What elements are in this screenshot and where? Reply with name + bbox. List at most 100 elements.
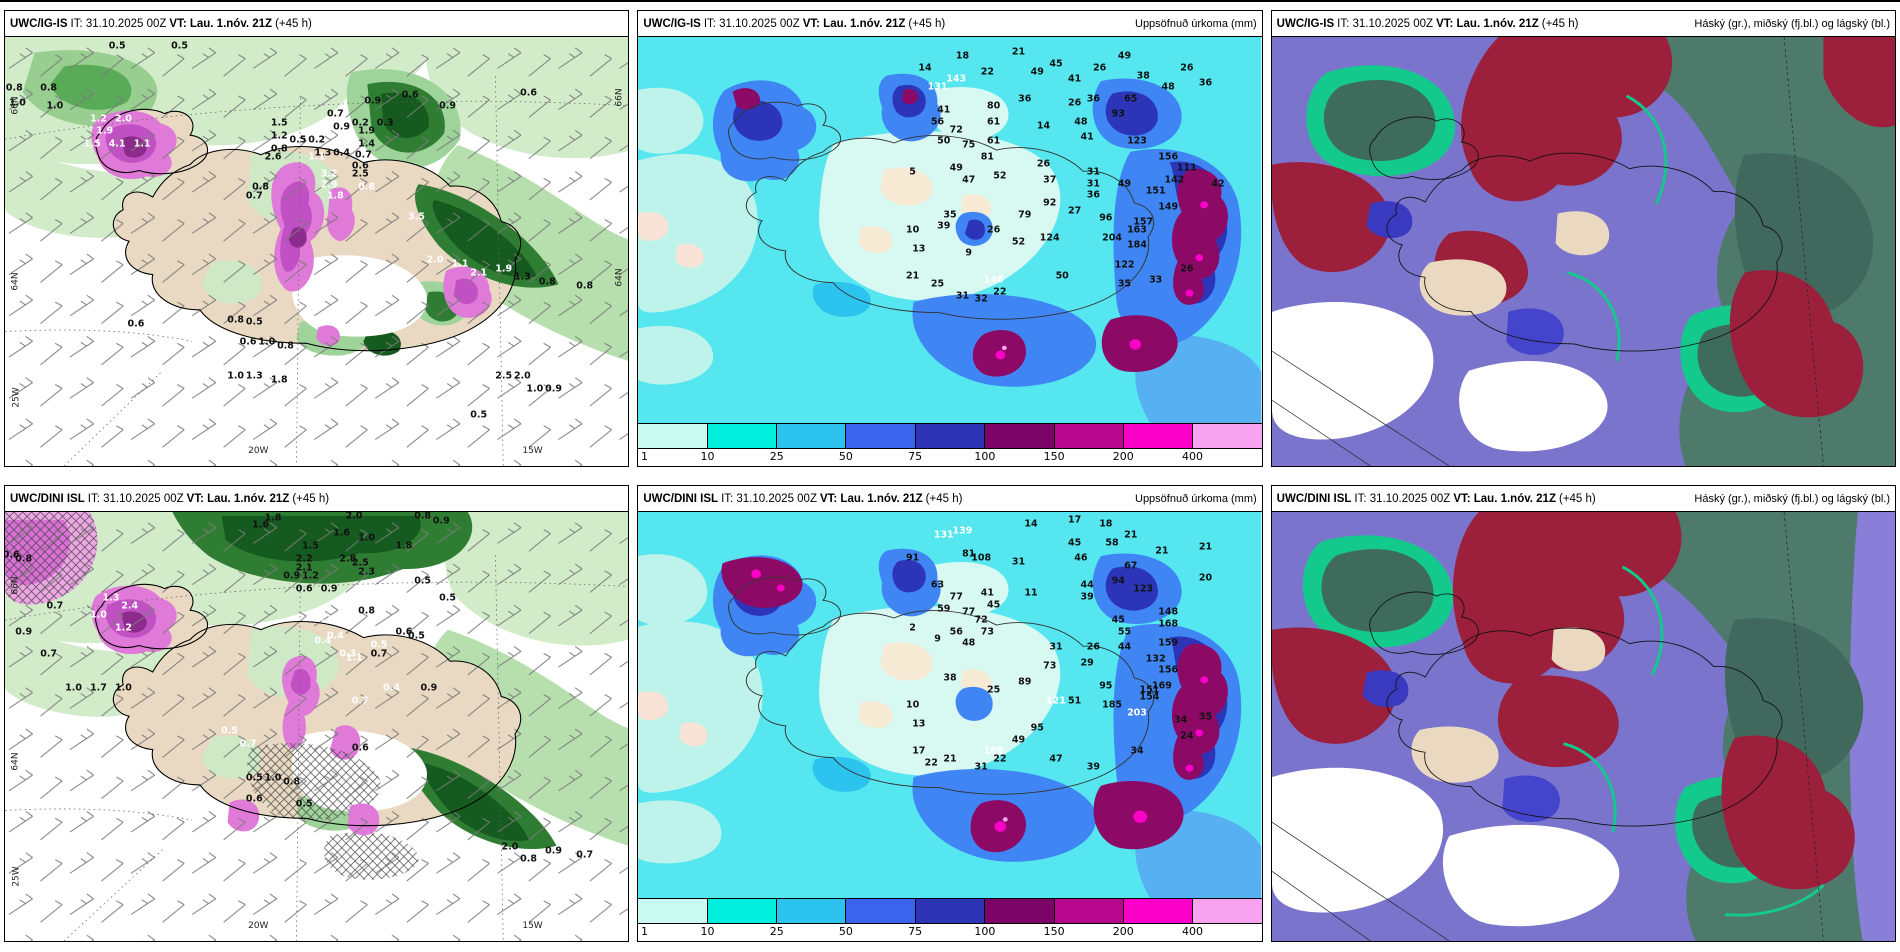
colorbar-tick: 50: [838, 925, 853, 938]
colorbar-segment: [1193, 899, 1262, 923]
panel-header: UWC/DINI ISL IT: 31.10.2025 00Z VT: Lau. 1…: [638, 486, 1262, 512]
panel-header: UWC/DINI ISL IT: 31.10.2025 00Z VT: Lau. 1…: [1271, 486, 1895, 512]
colorbar-tick: 50: [838, 450, 853, 463]
colorbar-tick: 25: [769, 450, 784, 463]
colorbar-tick: 1: [641, 450, 649, 463]
colorbar-segment: [777, 424, 847, 448]
colorbar-segment: [985, 424, 1055, 448]
panel-r2c3-clouds: UWC/DINI ISL IT: 31.10.2025 00Z VT: Lau. 1…: [1266, 477, 1900, 952]
model-name: UWC/IG-IS: [643, 17, 701, 30]
lead-time: (+45 h): [1541, 17, 1579, 30]
field-title: Háský (gr.), miðský (fj.bl.) og lágský (…: [1694, 17, 1890, 30]
colorbar-segment: [846, 424, 916, 448]
colorbar-segment: [846, 899, 916, 923]
panel-r1c3-clouds: UWC/IG-IS IT: 31.10.2025 00Z VT: Lau. 1.nó…: [1266, 2, 1900, 477]
field-title: Háský (gr.), miðský (fj.bl.) og lágský (…: [1694, 492, 1890, 505]
init-time: IT: 31.10.2025 00Z: [70, 17, 167, 30]
panel-title: UWC/IG-IS IT: 31.10.2025 00Z VT: Lau. 1.nó…: [1277, 18, 1582, 30]
lead-time: (+45 h): [1558, 492, 1596, 505]
colorbar-tick: 1: [641, 925, 649, 938]
colorbar-segment: [1123, 899, 1194, 923]
accum-precip-map-graphic: [638, 512, 1262, 898]
colorbar-tick: 75: [908, 450, 923, 463]
colorbar-tick: 100: [974, 925, 996, 938]
panel-r1c1-wind-precip: UWC/IG-IS IT: 31.10.2025 00Z VT: Lau. 1.nó…: [0, 2, 634, 477]
colorbar-segment: [1054, 424, 1124, 448]
colorbar-tick: 400: [1181, 450, 1203, 463]
cloud-cover-map: [1271, 512, 1895, 941]
cloud-cover-map: [1271, 37, 1895, 466]
wind-precip-map-graphic: [5, 512, 629, 941]
panel-header: UWC/IG-IS IT: 31.10.2025 00Z VT: Lau. 1.nó…: [638, 11, 1262, 37]
colorbar-scale: 1 10 25 50 75 100 150 200 400: [638, 923, 1262, 941]
panel-header: UWC/IG-IS IT: 31.10.2025 00Z VT: Lau. 1.nó…: [5, 11, 629, 37]
panel-r1c2-accum-precip: UWC/IG-IS IT: 31.10.2025 00Z VT: Lau. 1.nó…: [633, 2, 1267, 477]
colorbar-tick: 200: [1112, 450, 1134, 463]
panel-r2c1-wind-precip: UWC/DINI ISL IT: 31.10.2025 00Z VT: Lau. 1…: [0, 477, 634, 952]
lead-time: (+45 h): [275, 17, 312, 30]
init-time: IT: 31.10.2025 00Z: [721, 492, 817, 505]
lead-time: (+45 h): [925, 492, 963, 505]
panel-title: UWC/IG-IS IT: 31.10.2025 00Z VT: Lau. 1.nó…: [643, 18, 948, 30]
panel-frame: UWC/IG-IS IT: 31.10.2025 00Z VT: Lau. 1.nó…: [1270, 10, 1896, 467]
panel-frame: UWC/IG-IS IT: 31.10.2025 00Z VT: Lau. 1.nó…: [4, 10, 630, 467]
colorbar-tick: 100: [974, 450, 996, 463]
colorbar-segment: [1123, 424, 1194, 448]
colorbar-segment: [638, 899, 708, 923]
colorbar-segment: [915, 424, 986, 448]
colorbar-tick: 150: [1043, 450, 1065, 463]
model-name: UWC/DINI ISL: [10, 492, 85, 505]
accum-precip-map-graphic: [638, 37, 1262, 423]
field-title: Uppsöfnuð úrkoma (mm): [1135, 492, 1257, 505]
panel-frame: UWC/DINI ISL IT: 31.10.2025 00Z VT: Lau. 1…: [637, 485, 1263, 942]
panel-frame: UWC/DINI ISL IT: 31.10.2025 00Z VT: Lau. 1…: [4, 485, 630, 942]
colorbar-segment: [777, 899, 847, 923]
model-name: UWC/DINI ISL: [1276, 492, 1352, 505]
accum-precip-map: 14 17 18 131 139 91 81 108 31 45 58 21 21 21 46 67 94 20 6…: [638, 512, 1262, 898]
cloud-cover-map-graphic: [1271, 512, 1895, 941]
init-time: IT: 31.10.2025 00Z: [1337, 17, 1434, 30]
colorbar-tick: 75: [908, 925, 923, 938]
valid-time: VT: Lau. 1.nóv. 21Z: [1436, 17, 1539, 30]
model-name: UWC/DINI ISL: [643, 492, 719, 505]
panel-r2c2-accum-precip: UWC/DINI ISL IT: 31.10.2025 00Z VT: Lau. 1…: [633, 477, 1267, 952]
init-time: IT: 31.10.2025 00Z: [703, 17, 800, 30]
colorbar-tick: 150: [1043, 925, 1065, 938]
panel-title: UWC/DINI ISL IT: 31.10.2025 00Z VT: Lau. 1…: [643, 493, 965, 505]
colorbar-segment: [638, 424, 708, 448]
panel-header: UWC/IG-IS IT: 31.10.2025 00Z VT: Lau. 1.nó…: [1271, 11, 1895, 37]
valid-time: VT: Lau. 1.nóv. 21Z: [819, 492, 923, 505]
colorbar-tick: 400: [1181, 925, 1203, 938]
wind-precip-map: 0.5 0.5 0.8 1.0 0.8 1.0 1.2 2.0 1.9 1.5 4.1 1.1 1.5 1…: [5, 37, 629, 466]
valid-time: VT: Lau. 1.nóv. 21Z: [186, 492, 290, 505]
panel-header: UWC/DINI ISL IT: 31.10.2025 00Z VT: Lau. 1…: [5, 486, 629, 512]
colorbar-tick: 10: [700, 450, 715, 463]
colorbar-tick: 200: [1112, 925, 1134, 938]
colorbar-segment: [1193, 424, 1262, 448]
valid-time: VT: Lau. 1.nóv. 21Z: [169, 17, 273, 30]
valid-time: VT: Lau. 1.nóv. 21Z: [802, 17, 906, 30]
accum-precip-map: 18 14 22 21 49 45 41 26 49 38 48 26 36 131 143 41 56 72 50…: [638, 37, 1262, 423]
lead-time: (+45 h): [908, 17, 946, 30]
model-name: UWC/IG-IS: [10, 17, 68, 30]
colorbar: [638, 898, 1262, 923]
init-time: IT: 31.10.2025 00Z: [1354, 492, 1451, 505]
init-time: IT: 31.10.2025 00Z: [87, 492, 184, 505]
wind-precip-map-graphic: [5, 37, 629, 466]
colorbar-segment: [1054, 899, 1124, 923]
lead-time: (+45 h): [292, 492, 330, 505]
panel-frame: UWC/IG-IS IT: 31.10.2025 00Z VT: Lau. 1.nó…: [637, 10, 1263, 467]
panel-title: UWC/DINI ISL IT: 31.10.2025 00Z VT: Lau. 1…: [1277, 493, 1599, 505]
cloud-cover-map-graphic: [1271, 37, 1895, 466]
colorbar: [638, 423, 1262, 448]
colorbar-segment: [985, 899, 1055, 923]
panel-title: UWC/DINI ISL IT: 31.10.2025 00Z VT: Lau. 1…: [10, 493, 332, 505]
colorbar-tick: 25: [769, 925, 784, 938]
model-name: UWC/IG-IS: [1276, 17, 1335, 30]
colorbar-scale: 1 10 25 50 75 100 150 200 400: [638, 448, 1262, 466]
colorbar-segment: [707, 899, 778, 923]
valid-time: VT: Lau. 1.nóv. 21Z: [1453, 492, 1556, 505]
wind-precip-map: 1.6 1.8 1.6 1.0 1.5 2.2 2.1 0.9 1.2 2.8 2.5 2.3 1.8 0…: [5, 512, 629, 941]
colorbar-tick: 10: [700, 925, 715, 938]
